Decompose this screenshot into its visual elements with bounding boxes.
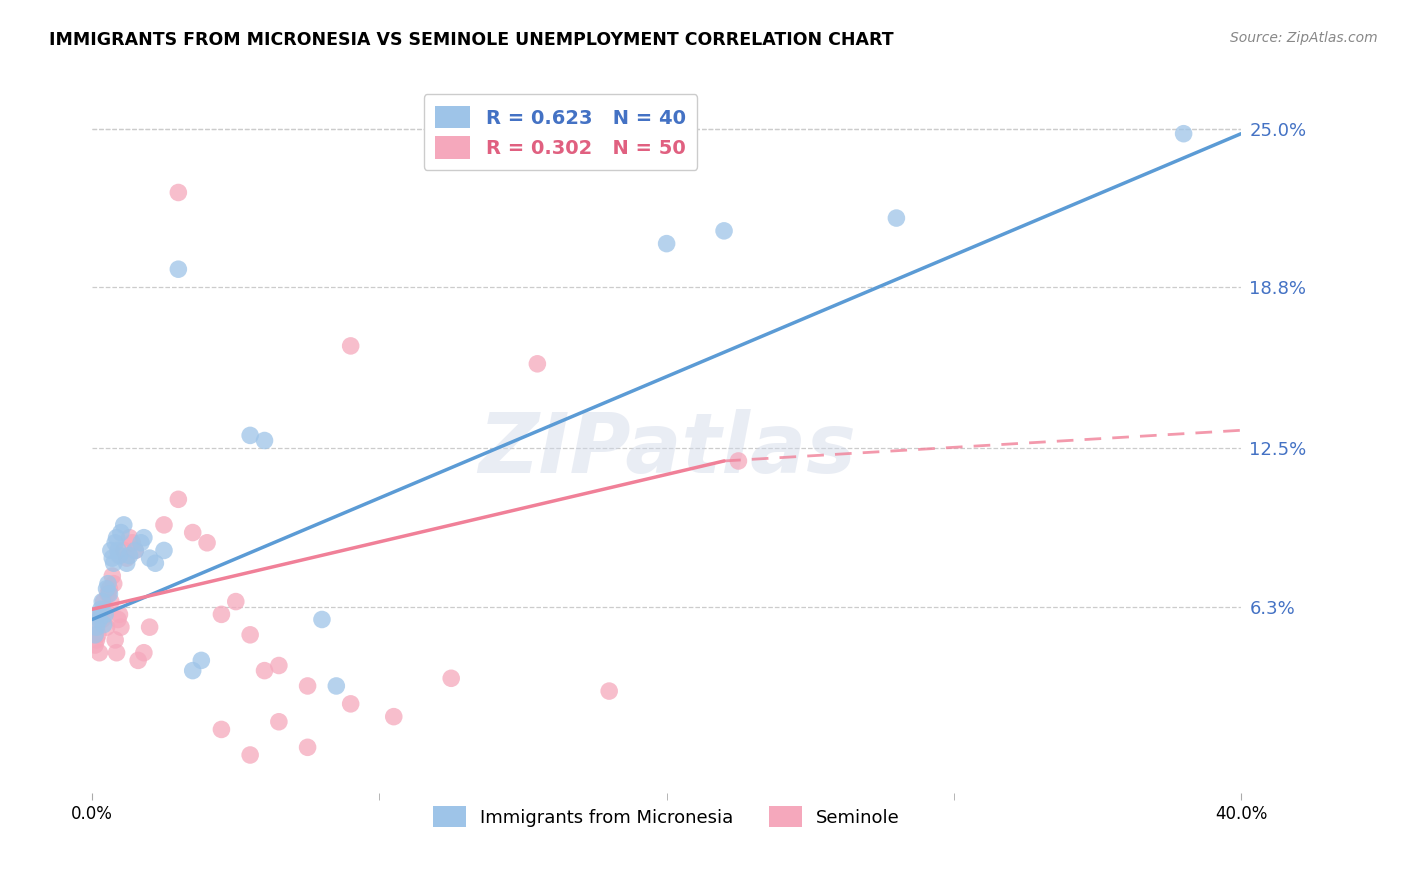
Point xyxy=(209,723,232,737)
Point xyxy=(115,556,138,570)
Point xyxy=(108,549,131,563)
Point xyxy=(440,671,463,685)
Point xyxy=(100,543,122,558)
Point xyxy=(98,582,121,596)
Point xyxy=(86,632,108,647)
Point xyxy=(90,607,112,622)
Point xyxy=(103,556,125,570)
Point xyxy=(598,684,620,698)
Text: IMMIGRANTS FROM MICRONESIA VS SEMINOLE UNEMPLOYMENT CORRELATION CHART: IMMIGRANTS FROM MICRONESIA VS SEMINOLE U… xyxy=(49,31,894,49)
Point xyxy=(84,638,107,652)
Point xyxy=(886,211,908,225)
Point xyxy=(100,594,122,608)
Point xyxy=(87,607,110,622)
Point xyxy=(118,531,141,545)
Point xyxy=(132,531,155,545)
Point xyxy=(103,576,125,591)
Point xyxy=(121,535,143,549)
Point xyxy=(104,535,127,549)
Point xyxy=(104,632,127,647)
Point xyxy=(1173,127,1195,141)
Point xyxy=(339,697,361,711)
Point xyxy=(132,646,155,660)
Point xyxy=(190,653,212,667)
Point xyxy=(253,664,276,678)
Point xyxy=(239,628,262,642)
Point xyxy=(239,428,262,442)
Point xyxy=(181,664,204,678)
Point xyxy=(297,679,319,693)
Point xyxy=(91,612,114,626)
Point xyxy=(91,594,114,608)
Point xyxy=(101,551,124,566)
Point xyxy=(181,525,204,540)
Point xyxy=(93,594,115,608)
Point xyxy=(167,186,190,200)
Point xyxy=(167,492,190,507)
Point xyxy=(87,628,110,642)
Point xyxy=(84,628,107,642)
Point xyxy=(83,620,105,634)
Point xyxy=(526,357,548,371)
Text: Source: ZipAtlas.com: Source: ZipAtlas.com xyxy=(1230,31,1378,45)
Point xyxy=(727,454,749,468)
Point xyxy=(110,620,132,634)
Point xyxy=(96,620,118,634)
Point xyxy=(105,531,128,545)
Point xyxy=(325,679,347,693)
Point xyxy=(107,612,129,626)
Point xyxy=(124,543,146,558)
Point xyxy=(267,658,290,673)
Point xyxy=(110,525,132,540)
Point xyxy=(267,714,290,729)
Point xyxy=(112,543,135,558)
Point xyxy=(297,740,319,755)
Point xyxy=(145,556,167,570)
Point xyxy=(124,543,146,558)
Point xyxy=(105,646,128,660)
Point xyxy=(209,607,232,622)
Point xyxy=(713,224,735,238)
Point xyxy=(127,653,149,667)
Point xyxy=(94,602,117,616)
Point xyxy=(129,535,152,549)
Point xyxy=(195,535,218,549)
Point xyxy=(311,612,333,626)
Point xyxy=(89,646,111,660)
Point xyxy=(138,620,160,634)
Point xyxy=(112,517,135,532)
Point xyxy=(655,236,678,251)
Point xyxy=(98,587,121,601)
Text: ZIPatlas: ZIPatlas xyxy=(478,409,856,491)
Point xyxy=(108,607,131,622)
Point xyxy=(153,543,176,558)
Point xyxy=(89,612,111,626)
Point xyxy=(138,551,160,566)
Point xyxy=(225,594,247,608)
Point xyxy=(94,607,117,622)
Point xyxy=(253,434,276,448)
Point xyxy=(239,747,262,762)
Legend: Immigrants from Micronesia, Seminole: Immigrants from Micronesia, Seminole xyxy=(426,799,907,834)
Point xyxy=(96,582,118,596)
Point xyxy=(115,551,138,566)
Point xyxy=(339,339,361,353)
Point xyxy=(382,709,405,723)
Point xyxy=(97,587,120,601)
Point xyxy=(167,262,190,277)
Point xyxy=(101,569,124,583)
Point xyxy=(90,602,112,616)
Point xyxy=(153,517,176,532)
Point xyxy=(86,620,108,634)
Point xyxy=(118,549,141,563)
Point xyxy=(93,617,115,632)
Point xyxy=(97,576,120,591)
Point xyxy=(107,543,129,558)
